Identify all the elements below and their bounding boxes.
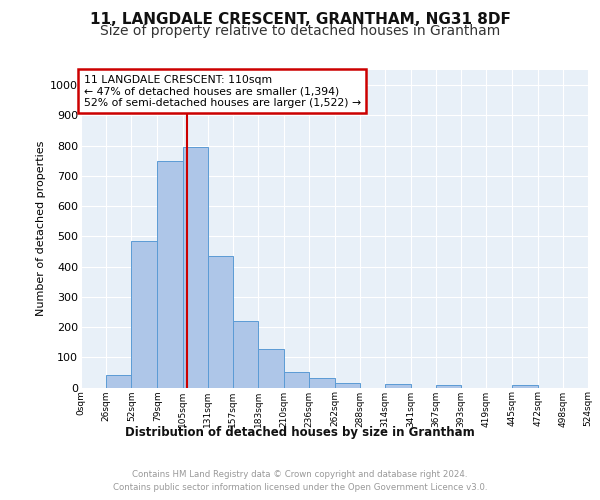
Text: Distribution of detached houses by size in Grantham: Distribution of detached houses by size … [125,426,475,439]
Bar [284,372,310,388]
Bar [385,384,411,388]
Bar [182,147,208,388]
Bar [208,256,233,388]
Text: 11, LANGDALE CRESCENT, GRANTHAM, NG31 8DF: 11, LANGDALE CRESCENT, GRANTHAM, NG31 8D… [89,12,511,28]
Bar [258,349,284,388]
Bar [512,385,538,388]
Bar [233,321,258,388]
Text: Contains HM Land Registry data © Crown copyright and database right 2024.
Contai: Contains HM Land Registry data © Crown c… [113,470,487,492]
Text: Size of property relative to detached houses in Grantham: Size of property relative to detached ho… [100,24,500,38]
Bar [436,385,461,388]
Bar [310,378,335,388]
Text: 11 LANGDALE CRESCENT: 110sqm
← 47% of detached houses are smaller (1,394)
52% of: 11 LANGDALE CRESCENT: 110sqm ← 47% of de… [83,75,361,108]
Y-axis label: Number of detached properties: Number of detached properties [36,141,46,316]
Bar [131,241,157,388]
Bar [157,160,182,388]
Bar [106,376,131,388]
Bar [335,384,359,388]
